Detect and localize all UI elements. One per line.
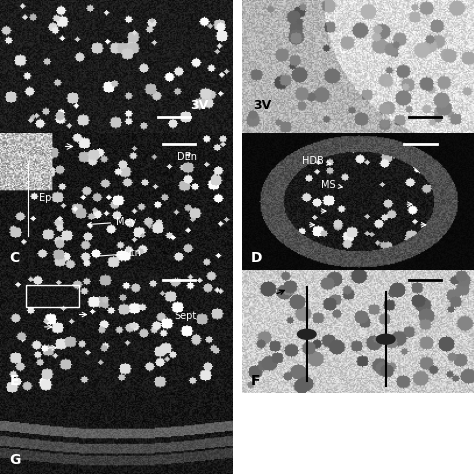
Circle shape <box>376 334 395 344</box>
Text: HDB: HDB <box>302 156 331 166</box>
Text: D: D <box>251 251 263 265</box>
Text: Mey: Mey <box>88 217 137 227</box>
Text: 3V: 3V <box>253 99 272 112</box>
Text: itn: itn <box>96 248 141 258</box>
Text: Sept: Sept <box>174 311 196 321</box>
Text: E: E <box>9 374 19 388</box>
Bar <box>26 285 79 307</box>
Text: MS: MS <box>321 180 342 190</box>
Text: F: F <box>251 374 261 388</box>
Text: Ep: Ep <box>39 193 52 203</box>
Text: DEn: DEn <box>176 152 197 162</box>
Text: 3V: 3V <box>191 99 209 112</box>
Circle shape <box>298 329 316 339</box>
Text: G: G <box>9 453 21 467</box>
Text: C: C <box>9 251 19 265</box>
